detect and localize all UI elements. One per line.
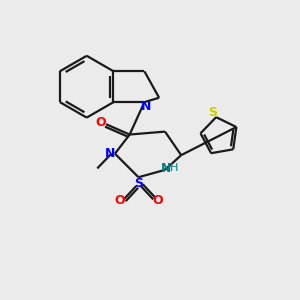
Text: H: H	[169, 164, 178, 173]
Text: N: N	[104, 147, 115, 160]
Text: S: S	[208, 106, 217, 119]
Text: S: S	[134, 177, 143, 190]
Text: N: N	[161, 162, 172, 175]
Text: O: O	[152, 194, 163, 207]
Text: O: O	[95, 116, 106, 129]
Text: O: O	[114, 194, 125, 207]
Text: N: N	[141, 100, 151, 113]
